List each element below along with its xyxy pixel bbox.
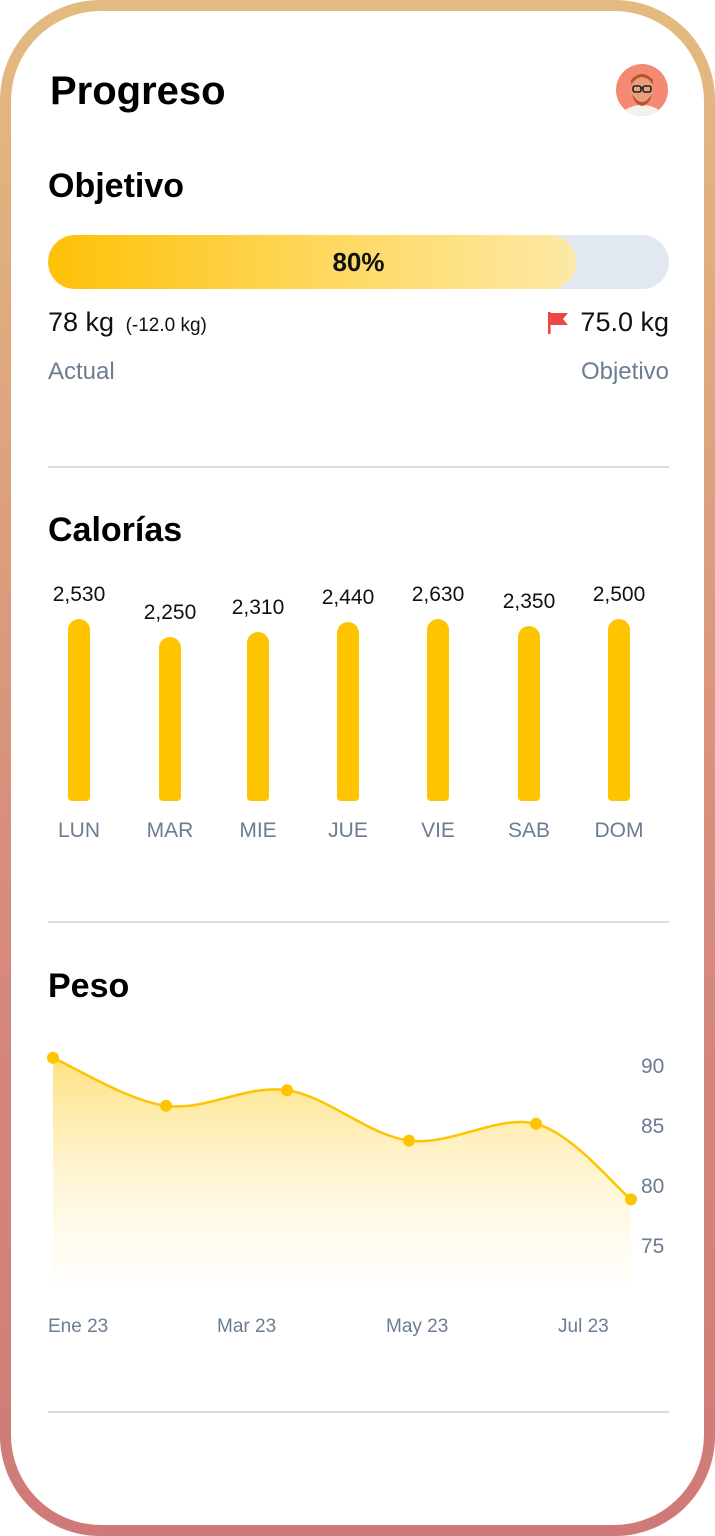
calorie-bar-mar [159,637,181,801]
flag-icon [548,311,569,334]
goal-section-title: Objetivo [48,167,185,205]
weight-ytick: 75 [641,1235,664,1258]
weight-section-title: Peso [48,967,130,1005]
calorie-value-sab: 2,350 [502,590,556,614]
weight-point-0 [47,1051,59,1064]
avatar[interactable] [616,64,668,116]
calories-section-title: Calorías [48,511,183,549]
divider [48,1411,669,1413]
weight-line [52,1056,632,1201]
divider [48,466,669,468]
target-weight-value: 75.0 kg [580,307,669,337]
target-label: Objetivo [580,358,669,385]
current-weight: 78 kg (-12.0 kg) [48,307,207,338]
weight-point-2 [281,1084,293,1097]
weight-area [53,1057,631,1286]
weight-point-3 [403,1134,415,1147]
weight-xlabel: May 23 [386,1316,448,1337]
calorie-bar-dom [608,618,630,801]
calorie-value-mar: 2,250 [143,601,197,625]
weight-point-1 [160,1099,172,1112]
calorie-value-vie: 2,630 [411,582,465,606]
calorie-value-dom: 2,500 [592,582,646,606]
calorie-day-mar: MAR [146,819,194,842]
weight-xlabel: Mar 23 [217,1316,276,1337]
calorie-bar-sab [518,626,540,801]
calorie-bar-lun [68,618,90,801]
calorie-day-jue: JUE [328,819,368,842]
current-weight-value: 78 kg [48,307,115,337]
page-title: Progreso [50,69,226,113]
calorie-value-mie: 2,310 [231,595,285,619]
weight-ytick: 90 [641,1055,664,1078]
calorie-day-sab: SAB [507,819,551,842]
avatar-icon [616,64,668,116]
weight-point-5 [625,1193,637,1206]
calorie-day-vie: VIE [421,819,455,842]
divider [48,921,669,923]
weight-chart: 90 85 80 75 Ene 23 Mar 23 May 23 Jul 23 [47,1051,664,1337]
calorie-day-dom: DOM [594,819,644,842]
goal-progress-label: 80% [332,247,385,277]
calorie-value-lun: 2,530 [52,582,106,606]
calorie-day-mie: MIE [239,819,277,842]
weight-delta: (-12.0 kg) [125,315,207,336]
weight-xlabel: Ene 23 [48,1316,108,1337]
goal-progress-fill [48,235,576,289]
current-label: Actual [48,358,115,385]
calorie-day-lun: LUN [57,819,100,842]
goal-progress-bar: 80% [48,235,669,289]
calorie-bar-mie [247,631,269,801]
calorie-bar-jue [337,622,359,801]
calorie-bar-vie [427,618,449,801]
weight-ytick: 85 [641,1115,664,1138]
target-weight: 75.0 kg [546,307,669,338]
weight-xlabel: Jul 23 [558,1316,609,1337]
weight-ytick: 80 [641,1175,664,1198]
calorie-value-jue: 2,440 [321,586,375,610]
weight-point-4 [530,1117,542,1130]
screen: Progreso Objetivo 80% 78 kg (-12.0 kg) 7… [11,11,704,1525]
